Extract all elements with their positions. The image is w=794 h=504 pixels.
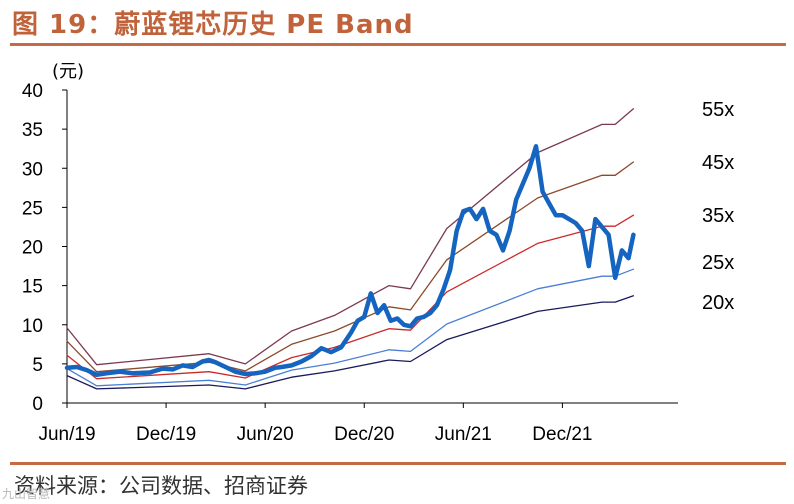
axes: 0 5 10 15 20 25 30 35 40 Jun/19 Dec/19 Jun/20 Dec/20… xyxy=(22,81,678,445)
price-line xyxy=(64,144,636,378)
footer-divider xyxy=(10,462,786,465)
x-tick-label: Dec/20 xyxy=(334,424,394,445)
y-tick-label: 40 xyxy=(22,81,43,102)
source-note: 资料来源：公司数据、招商证券 xyxy=(14,474,308,498)
band-label-25x: 25x xyxy=(702,252,734,274)
band-line-45x xyxy=(66,161,635,373)
y-tick-label: 15 xyxy=(22,277,43,298)
band-label-55x: 55x xyxy=(702,99,734,121)
band-line-35x xyxy=(66,214,635,380)
y-tick-label: 25 xyxy=(22,198,43,219)
y-tick-label: 30 xyxy=(22,159,43,180)
x-tick-label: Jun/19 xyxy=(38,424,95,445)
x-tick-label: Jun/21 xyxy=(435,424,492,445)
y-tick-label: 5 xyxy=(32,355,43,376)
band-labels: 55x 45x 35x 25x 20x xyxy=(702,99,734,314)
band-line-25x xyxy=(66,268,635,387)
figure-title: 图 19：蔚蓝锂芯历史 PE Band xyxy=(12,10,414,40)
y-tick-label: 20 xyxy=(22,238,43,259)
band-label-45x: 45x xyxy=(702,152,734,174)
x-tick-label: Dec/21 xyxy=(532,424,592,445)
y-tick-label: 0 xyxy=(32,394,43,415)
title-divider xyxy=(10,43,786,46)
series-layer xyxy=(64,108,636,390)
watermark-text: 九山智慧 xyxy=(2,487,51,501)
band-line-20x xyxy=(66,295,635,390)
band-label-35x: 35x xyxy=(702,205,734,227)
y-axis-unit-label: (元) xyxy=(52,61,84,82)
band-line-55x xyxy=(66,108,635,366)
band-label-20x: 20x xyxy=(702,292,734,314)
y-tick-label: 35 xyxy=(22,120,43,141)
x-tick-label: Jun/20 xyxy=(237,424,294,445)
x-tick-label: Dec/19 xyxy=(136,424,196,445)
y-tick-label: 10 xyxy=(22,316,43,337)
